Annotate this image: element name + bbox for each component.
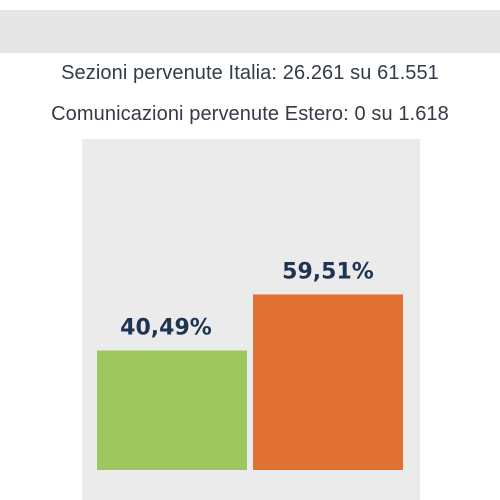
bar-orange-label: 59,51% [282,259,374,284]
bar-green [97,350,247,470]
sections-received-text: Sezioni pervenute Italia: 26.261 su 61.5… [61,62,439,84]
bar-green-label: 40,49% [120,316,212,341]
top-bar [0,11,500,53]
communications-received-text: Comunicazioni pervenute Estero: 0 su 1.6… [51,103,449,125]
bar-orange [253,294,403,470]
top-edge [0,0,500,11]
results-bar-chart: 40,49% 59,51% [97,259,403,470]
chart-panel: 40,49% 59,51% [82,139,420,500]
